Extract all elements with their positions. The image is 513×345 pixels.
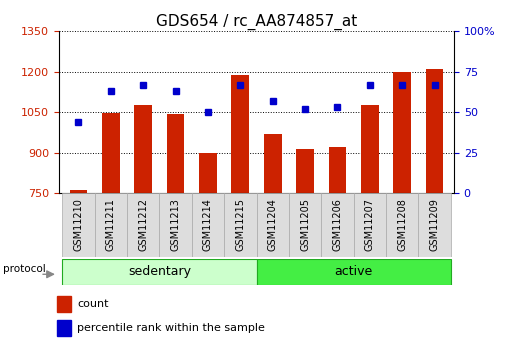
Bar: [62, 259, 256, 285]
Bar: [419, 193, 451, 257]
Text: GSM11206: GSM11206: [332, 198, 343, 251]
Bar: [231, 75, 249, 193]
Bar: [57, 296, 71, 312]
Text: active: active: [334, 265, 373, 278]
Bar: [386, 193, 419, 257]
Text: count: count: [77, 299, 109, 309]
Bar: [353, 193, 386, 257]
Text: percentile rank within the sample: percentile rank within the sample: [77, 323, 265, 333]
Text: protocol: protocol: [3, 264, 46, 274]
Bar: [361, 105, 379, 193]
Text: GSM11212: GSM11212: [138, 198, 148, 251]
Text: GSM11214: GSM11214: [203, 198, 213, 251]
Text: GSM11204: GSM11204: [268, 198, 278, 251]
Bar: [192, 193, 224, 257]
Bar: [328, 147, 346, 193]
Bar: [167, 114, 185, 193]
Bar: [224, 193, 256, 257]
Bar: [393, 71, 411, 193]
Text: GSM11209: GSM11209: [429, 198, 440, 251]
Bar: [296, 149, 314, 193]
Bar: [94, 193, 127, 257]
Bar: [264, 134, 282, 193]
Bar: [127, 193, 160, 257]
Bar: [62, 193, 94, 257]
Title: GDS654 / rc_AA874857_at: GDS654 / rc_AA874857_at: [156, 13, 357, 30]
Text: GSM11210: GSM11210: [73, 198, 84, 251]
Bar: [289, 193, 321, 257]
Text: GSM11207: GSM11207: [365, 198, 375, 251]
Bar: [256, 193, 289, 257]
Bar: [57, 320, 71, 336]
Bar: [102, 113, 120, 193]
Text: GSM11211: GSM11211: [106, 198, 116, 251]
Bar: [70, 190, 87, 193]
Bar: [199, 153, 217, 193]
Text: GSM11208: GSM11208: [397, 198, 407, 251]
Text: GSM11213: GSM11213: [170, 198, 181, 251]
Bar: [426, 69, 443, 193]
Text: GSM11205: GSM11205: [300, 198, 310, 251]
Text: GSM11215: GSM11215: [235, 198, 245, 251]
Bar: [256, 259, 451, 285]
Bar: [321, 193, 353, 257]
Bar: [134, 105, 152, 193]
Bar: [160, 193, 192, 257]
Text: sedentary: sedentary: [128, 265, 191, 278]
